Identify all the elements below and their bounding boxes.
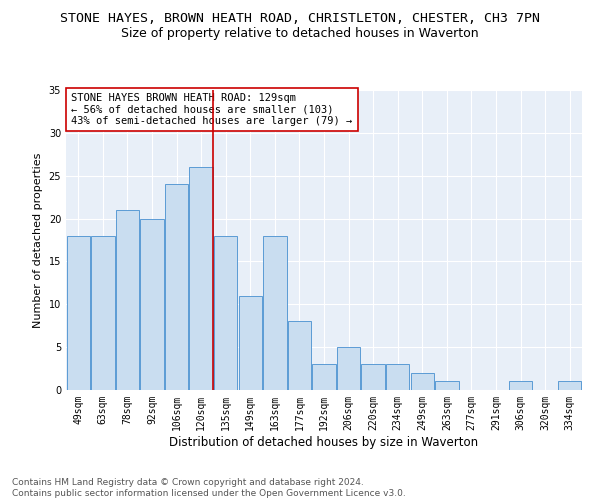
- Bar: [67, 236, 90, 390]
- Bar: [165, 184, 188, 390]
- Bar: [361, 364, 385, 390]
- Bar: [190, 167, 213, 390]
- Bar: [263, 236, 287, 390]
- Bar: [140, 218, 164, 390]
- Bar: [509, 382, 532, 390]
- Bar: [337, 347, 360, 390]
- Bar: [410, 373, 434, 390]
- Bar: [239, 296, 262, 390]
- Bar: [386, 364, 409, 390]
- Text: Contains HM Land Registry data © Crown copyright and database right 2024.
Contai: Contains HM Land Registry data © Crown c…: [12, 478, 406, 498]
- Bar: [91, 236, 115, 390]
- Bar: [116, 210, 139, 390]
- Bar: [558, 382, 581, 390]
- Bar: [214, 236, 238, 390]
- Text: Size of property relative to detached houses in Waverton: Size of property relative to detached ho…: [121, 28, 479, 40]
- X-axis label: Distribution of detached houses by size in Waverton: Distribution of detached houses by size …: [169, 436, 479, 448]
- Bar: [435, 382, 458, 390]
- Y-axis label: Number of detached properties: Number of detached properties: [33, 152, 43, 328]
- Text: STONE HAYES BROWN HEATH ROAD: 129sqm
← 56% of detached houses are smaller (103)
: STONE HAYES BROWN HEATH ROAD: 129sqm ← 5…: [71, 93, 352, 126]
- Text: STONE HAYES, BROWN HEATH ROAD, CHRISTLETON, CHESTER, CH3 7PN: STONE HAYES, BROWN HEATH ROAD, CHRISTLET…: [60, 12, 540, 26]
- Bar: [288, 322, 311, 390]
- Bar: [313, 364, 335, 390]
